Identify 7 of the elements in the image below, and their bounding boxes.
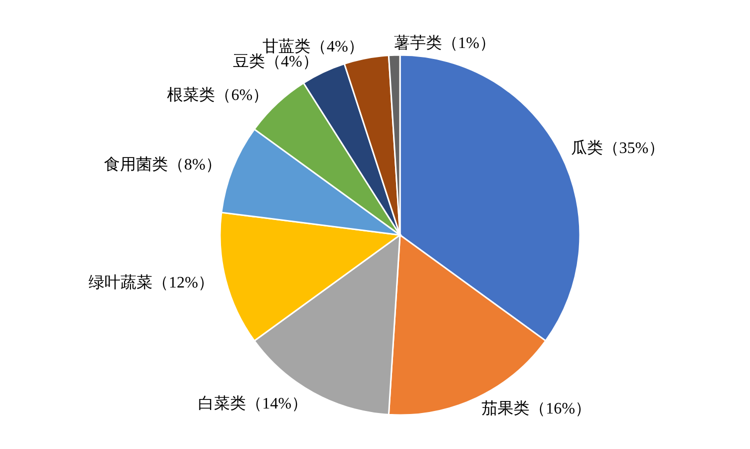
slice-label: 根菜类（6%）	[167, 86, 269, 104]
slice-label: 白菜类（14%）	[198, 394, 308, 412]
slice-label: 瓜类（35%）	[571, 138, 664, 157]
slice-label: 绿叶蔬菜（12%）	[88, 274, 214, 292]
slice-label: 食用菌类（8%）	[104, 155, 222, 174]
slice-label: 茄果类（16%）	[482, 400, 592, 418]
slice-label: 薯芋类（1%）	[394, 34, 496, 52]
